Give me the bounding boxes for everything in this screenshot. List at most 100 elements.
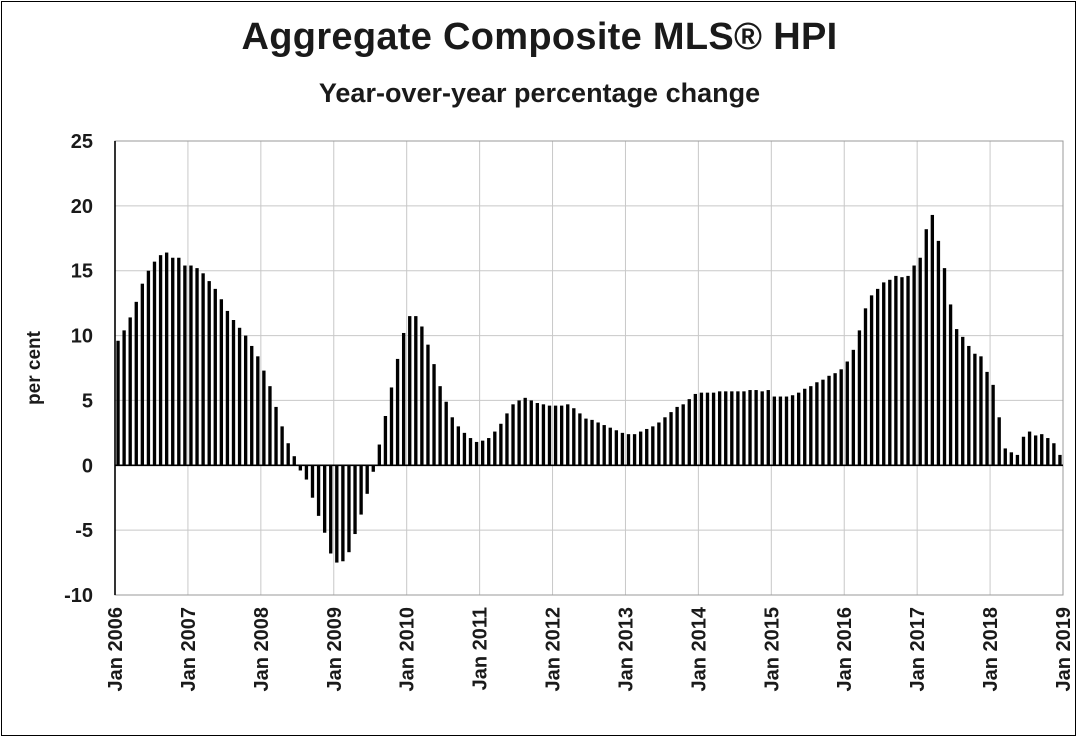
bar xyxy=(164,252,169,466)
x-tick-label: Jan 2018 xyxy=(980,607,1002,692)
bar xyxy=(991,384,995,466)
y-tick-label: 0 xyxy=(82,455,93,477)
bar xyxy=(736,391,740,466)
bar xyxy=(778,396,783,466)
x-tick-label: Jan 2017 xyxy=(907,607,929,692)
bar xyxy=(389,387,394,466)
bar xyxy=(1046,438,1050,466)
bar xyxy=(833,373,837,466)
bar xyxy=(888,279,892,466)
bar xyxy=(693,393,698,466)
bar xyxy=(231,320,236,466)
bar xyxy=(553,405,558,466)
bar xyxy=(924,229,928,466)
x-tick-label: Jan 2014 xyxy=(688,606,710,691)
bar xyxy=(711,392,716,466)
bar xyxy=(1058,454,1062,466)
bar xyxy=(541,404,546,466)
bar xyxy=(620,432,625,466)
bar xyxy=(408,316,412,466)
bar xyxy=(809,386,813,466)
bar xyxy=(268,386,272,466)
bar xyxy=(195,268,199,466)
bar xyxy=(1040,434,1044,466)
bar xyxy=(438,386,442,466)
bar xyxy=(183,265,187,466)
bar xyxy=(906,275,910,466)
bar xyxy=(1052,443,1056,466)
bar xyxy=(347,465,351,553)
chart-subtitle: Year-over-year percentage change xyxy=(318,78,761,108)
bar xyxy=(675,406,679,466)
bar xyxy=(207,281,211,466)
x-tick-label: Jan 2007 xyxy=(178,607,200,692)
bar xyxy=(377,444,382,466)
y-tick-label: 10 xyxy=(71,326,93,348)
bar xyxy=(948,304,953,466)
bar xyxy=(566,404,570,466)
bar xyxy=(559,405,564,466)
bar xyxy=(766,390,770,466)
x-tick-label: Jan 2009 xyxy=(324,607,346,692)
bar xyxy=(997,417,1001,466)
bar xyxy=(322,465,327,533)
bar xyxy=(1027,431,1032,466)
chart-title: Aggregate Composite MLS® HPI xyxy=(241,16,838,58)
bar xyxy=(705,392,710,466)
bar xyxy=(468,438,473,466)
bar xyxy=(663,417,667,466)
bar xyxy=(335,465,339,563)
bar xyxy=(128,317,132,466)
bar xyxy=(572,408,576,466)
bar xyxy=(365,465,369,494)
x-tick-label: Jan 2008 xyxy=(251,607,273,692)
bar xyxy=(487,438,491,466)
bar xyxy=(851,349,856,466)
bar xyxy=(304,465,309,480)
bar xyxy=(900,277,904,466)
bar xyxy=(505,413,509,466)
bar xyxy=(256,356,260,466)
bar xyxy=(985,371,989,466)
bar xyxy=(371,465,375,472)
bar xyxy=(493,431,497,466)
x-tick-label: Jan 2019 xyxy=(1053,607,1075,692)
bar xyxy=(882,282,886,466)
bar xyxy=(657,422,661,466)
bar xyxy=(821,379,825,466)
bar xyxy=(857,330,862,466)
bar xyxy=(626,434,631,466)
bar xyxy=(614,430,619,466)
bar xyxy=(918,257,922,466)
bar xyxy=(511,404,515,466)
bar xyxy=(280,426,284,466)
y-tick-label: 15 xyxy=(71,261,93,283)
bar xyxy=(298,465,303,471)
bar xyxy=(608,427,612,466)
bar xyxy=(158,255,163,466)
bar xyxy=(250,345,254,466)
y-tick-label: 25 xyxy=(71,131,93,153)
bar xyxy=(1003,448,1007,466)
bar xyxy=(432,364,436,466)
bar xyxy=(815,382,819,466)
bar xyxy=(329,465,333,554)
bar xyxy=(645,428,649,466)
bars-layer xyxy=(116,214,1062,563)
bar xyxy=(638,431,643,466)
bar xyxy=(796,392,801,466)
bar xyxy=(456,426,461,466)
bar xyxy=(116,340,120,466)
bar xyxy=(414,316,418,466)
bar xyxy=(632,434,637,466)
bar xyxy=(869,295,874,466)
y-tick-label: 5 xyxy=(82,390,93,412)
bar xyxy=(724,391,728,466)
bar xyxy=(480,440,485,466)
bar xyxy=(462,432,467,466)
bar xyxy=(225,310,230,466)
bar xyxy=(1021,436,1026,466)
bar xyxy=(578,413,582,466)
bar xyxy=(936,240,941,466)
bar xyxy=(444,401,448,466)
